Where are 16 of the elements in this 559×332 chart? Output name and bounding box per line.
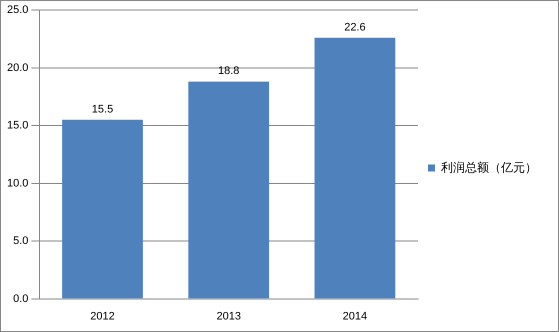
bar: [314, 38, 396, 298]
data-label: 22.6: [344, 21, 366, 34]
data-label: 18.8: [218, 65, 240, 78]
x-tick-label: 2012: [90, 310, 115, 322]
y-tick-label: 20.0: [6, 62, 28, 74]
legend-label: 利润总额（亿元）: [441, 160, 537, 174]
bar: [62, 120, 143, 298]
y-tick-label: 0.0: [13, 292, 28, 305]
bar: [188, 82, 270, 298]
x-tick-label: 2013: [216, 310, 241, 322]
x-tick-label: 2014: [342, 310, 368, 322]
y-tick-label: 10.0: [6, 177, 28, 190]
y-tick-label: 15.0: [6, 120, 28, 132]
y-tick-label: 25.0: [6, 4, 28, 16]
data-label: 15.5: [92, 103, 114, 116]
y-tick-label: 5.0: [13, 235, 28, 248]
